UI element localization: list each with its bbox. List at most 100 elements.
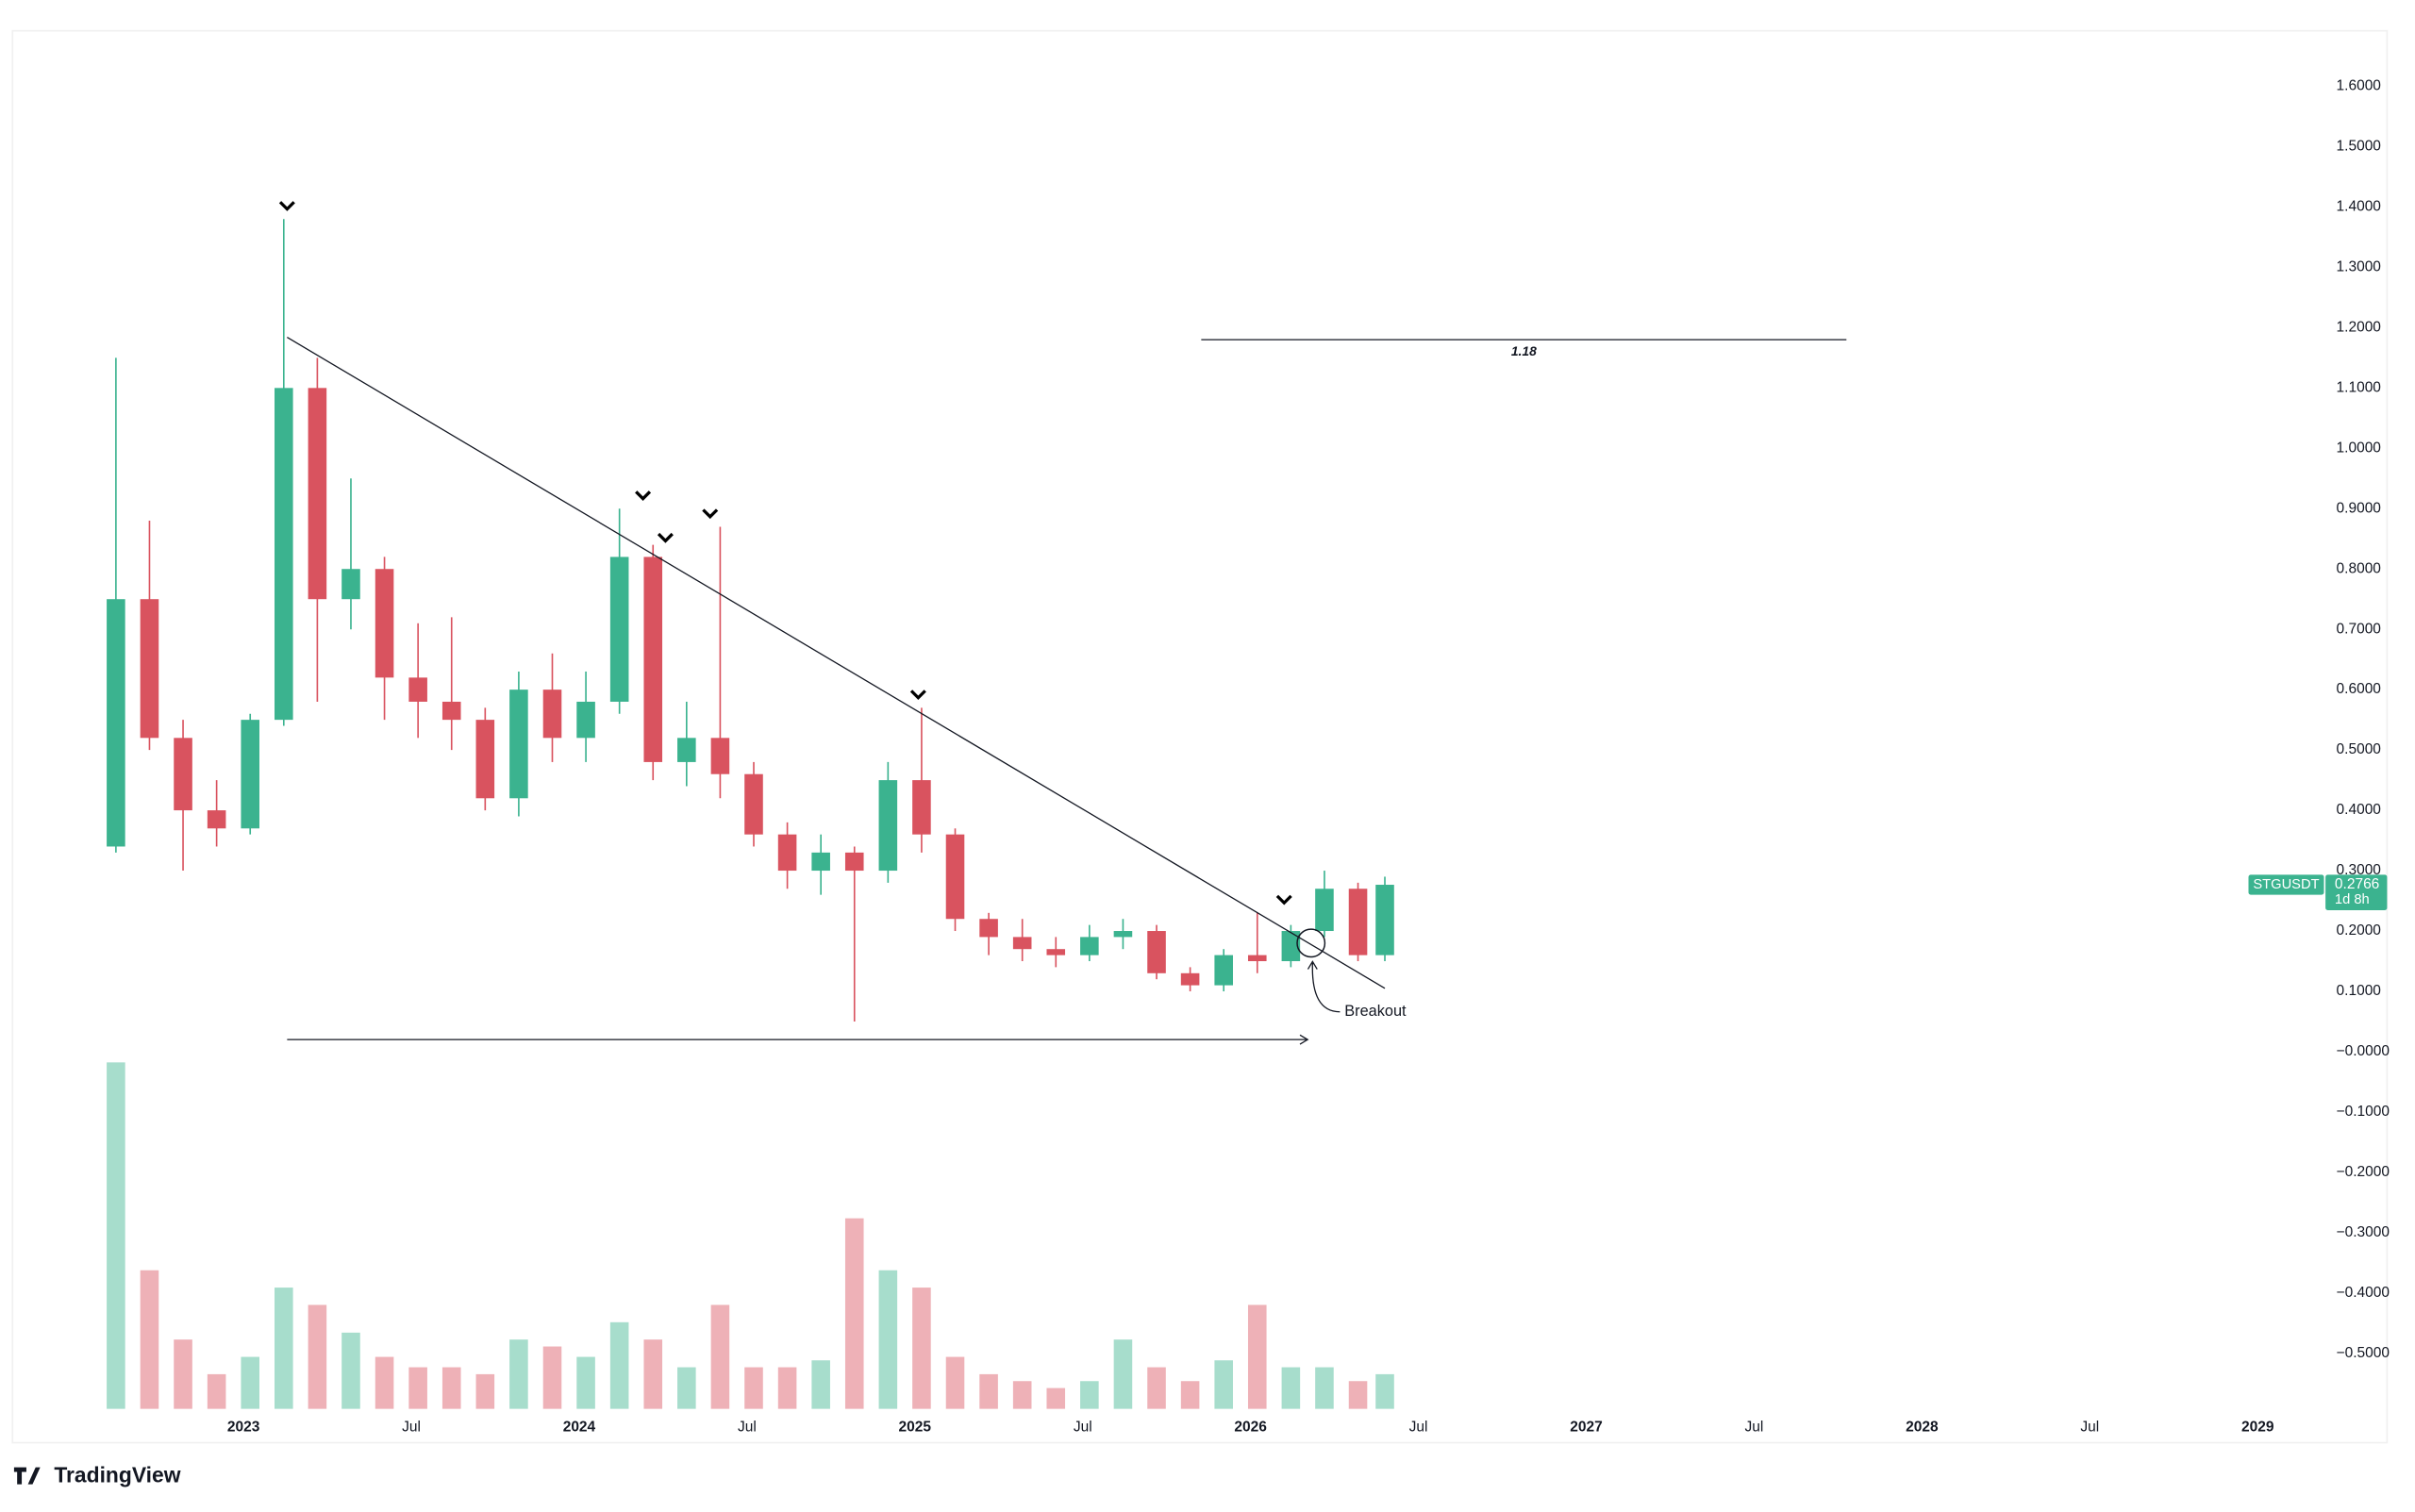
x-tick-label: Jul [1409, 1419, 1428, 1435]
y-tick-label: −0.2000 [2337, 1164, 2390, 1180]
volume-bar [1080, 1381, 1099, 1409]
y-tick-label: 1.2000 [2337, 319, 2382, 335]
breakout-label: Breakout [1344, 1003, 1407, 1020]
y-tick-label: 0.5000 [2337, 741, 2382, 757]
volume-bar [1348, 1381, 1368, 1409]
candle-body [643, 557, 663, 762]
candle-body [1147, 931, 1166, 973]
volume-bar [777, 1367, 797, 1409]
candle-body [509, 690, 528, 799]
candle-body [441, 701, 461, 721]
candle-body [140, 599, 159, 739]
y-tick-label: 1.6000 [2337, 78, 2382, 94]
candle-body [207, 810, 226, 829]
y-tick-label: −0.3000 [2337, 1224, 2390, 1240]
volume-bar [609, 1321, 629, 1409]
x-tick-label: Jul [1074, 1419, 1092, 1435]
candle-body [475, 720, 495, 799]
y-tick-label: −0.0000 [2337, 1043, 2390, 1059]
y-tick-label: 1.3000 [2337, 258, 2382, 274]
volume-bar [844, 1218, 864, 1409]
volume-bar [1281, 1367, 1301, 1409]
y-tick-label: 0.3000 [2337, 862, 2382, 878]
countdown-label: 1d 8h [2335, 892, 2370, 907]
candle-body [609, 557, 629, 702]
trendline [287, 337, 1386, 989]
x-tick-label: 2027 [1570, 1419, 1602, 1435]
candle-body [107, 599, 125, 847]
volume-bar [811, 1360, 830, 1409]
volume-bar [1315, 1367, 1334, 1409]
price-badge [2325, 874, 2388, 910]
volume-bar [509, 1339, 528, 1409]
y-tick-label: 0.8000 [2337, 560, 2382, 576]
candle-body [1247, 955, 1267, 962]
volume-bar [1180, 1381, 1200, 1409]
brand-name: TradingView [54, 1462, 180, 1487]
candle-body [1113, 931, 1133, 938]
y-tick-label: 1.1000 [2337, 379, 2382, 395]
x-tick-label: 2025 [899, 1419, 932, 1435]
x-tick-label: 2026 [1234, 1419, 1267, 1435]
volume-bar [375, 1356, 394, 1409]
y-tick-label: 1.0000 [2337, 440, 2382, 456]
candle-body [1348, 889, 1368, 955]
volume-bar [241, 1356, 260, 1409]
candle-body [777, 834, 797, 872]
arrow-head [1299, 1034, 1309, 1045]
x-tick-label: Jul [2080, 1419, 2099, 1435]
y-tick-label: −0.4000 [2337, 1285, 2390, 1301]
volume-bar [979, 1373, 998, 1409]
level-label: 1.18 [1511, 343, 1537, 358]
peak-marker [702, 508, 719, 520]
symbol-label: STGUSDT [2253, 877, 2319, 892]
candle-body [945, 834, 965, 920]
candle-body [1046, 949, 1066, 955]
y-tick-label: −0.5000 [2337, 1345, 2390, 1361]
candle-body [308, 388, 327, 600]
candle-body [744, 773, 763, 835]
x-tick-label: 2029 [2241, 1419, 2274, 1435]
volume-bar [1046, 1387, 1066, 1409]
volume-bar [107, 1062, 125, 1409]
volume-bar [878, 1270, 898, 1409]
x-tick-label: 2023 [227, 1419, 260, 1435]
candle-body [375, 569, 394, 678]
volume-bar [576, 1356, 595, 1409]
y-tick-label: 1.4000 [2337, 199, 2382, 215]
volume-bar [1214, 1360, 1233, 1409]
price-label: 0.2766 [2335, 876, 2379, 892]
volume-bar [174, 1339, 192, 1409]
volume-bar [341, 1332, 360, 1409]
volume-bar [1012, 1381, 1032, 1409]
candle-body [811, 852, 830, 872]
y-tick-label: 0.4000 [2337, 802, 2382, 818]
volume-bar [408, 1367, 427, 1409]
peak-marker [635, 490, 652, 501]
candle-body [710, 738, 730, 774]
volume-bar [1147, 1367, 1166, 1409]
volume-bar [207, 1373, 226, 1409]
candle-body [408, 677, 427, 702]
candle-body [1180, 972, 1200, 986]
peak-marker [1275, 894, 1292, 906]
peak-marker [278, 201, 295, 211]
candle-body [1012, 937, 1032, 950]
candle-body [1214, 955, 1233, 986]
candle-body [1281, 931, 1301, 962]
y-tick-label: 0.1000 [2337, 983, 2382, 999]
candle-body [542, 690, 562, 739]
volume-bar [1247, 1304, 1267, 1409]
brand-logo: TradingView [13, 1462, 181, 1487]
volume-bar [710, 1304, 730, 1409]
peak-marker [657, 532, 674, 543]
peak-marker [909, 690, 926, 701]
volume-bar [677, 1367, 696, 1409]
candle-body [275, 388, 293, 721]
candle-body [878, 780, 898, 872]
volume-bar [643, 1339, 663, 1409]
y-tick-label: 0.6000 [2337, 681, 2382, 697]
volume-bar [441, 1367, 461, 1409]
